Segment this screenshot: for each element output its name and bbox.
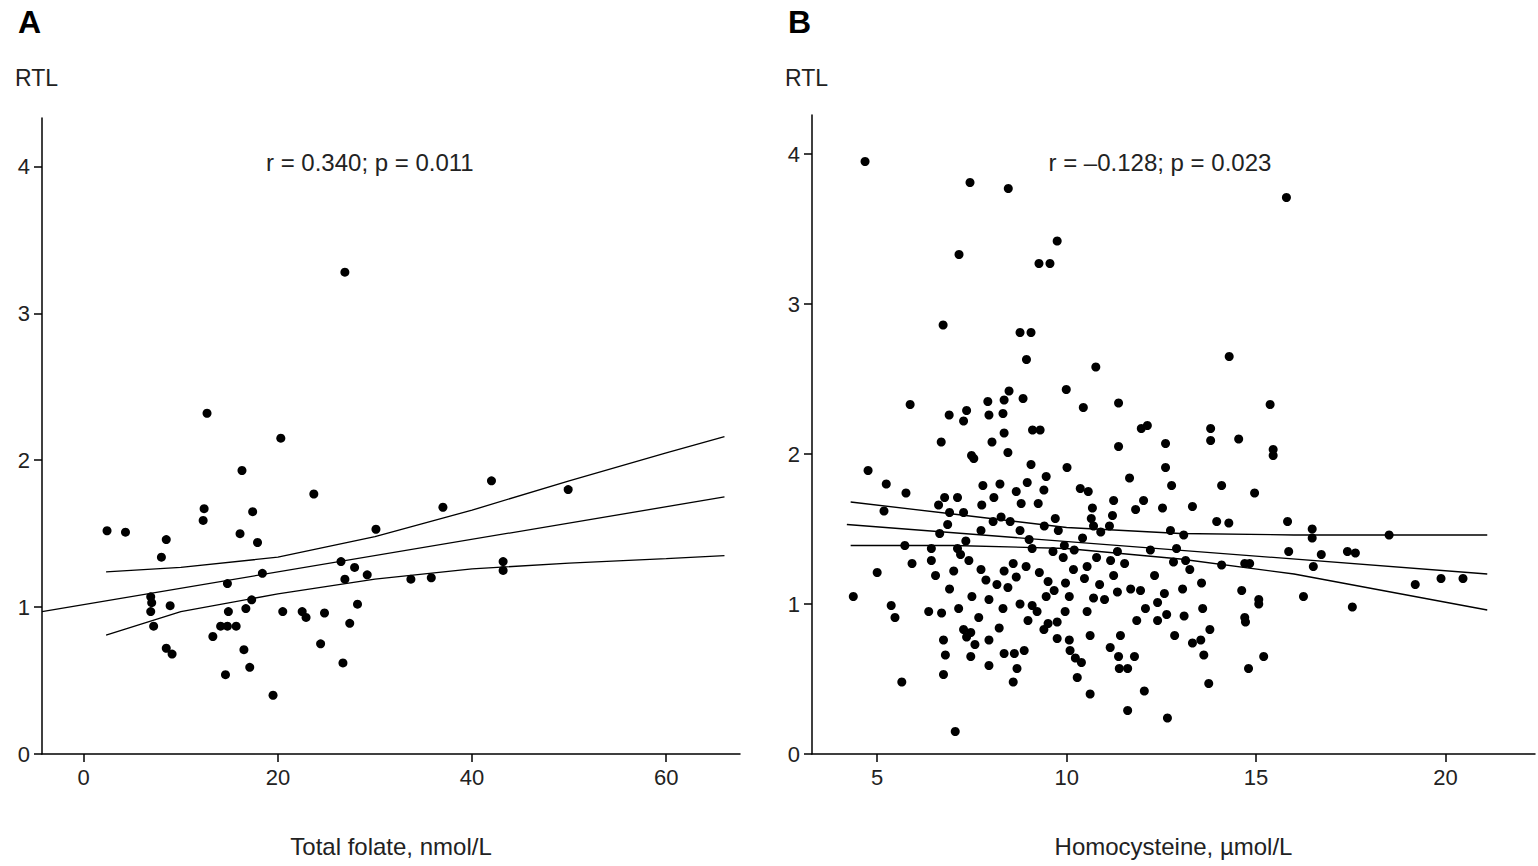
svg-text:RTL: RTL	[785, 65, 828, 91]
svg-text:1: 1	[788, 592, 800, 617]
svg-text:3: 3	[788, 292, 800, 317]
svg-text:0: 0	[18, 742, 30, 767]
svg-text:10: 10	[1054, 765, 1078, 790]
svg-text:B: B	[788, 4, 811, 40]
svg-text:4: 4	[788, 142, 800, 167]
svg-text:Total folate, nmol/L: Total folate, nmol/L	[290, 833, 491, 860]
svg-text:3: 3	[18, 301, 30, 326]
svg-text:15: 15	[1244, 765, 1268, 790]
svg-text:RTL: RTL	[15, 65, 58, 91]
svg-text:0: 0	[78, 765, 90, 790]
svg-text:60: 60	[654, 765, 678, 790]
svg-text:20: 20	[266, 765, 290, 790]
svg-text:r = 0.340; p = 0.011: r = 0.340; p = 0.011	[266, 149, 474, 176]
svg-text:0: 0	[788, 742, 800, 767]
svg-text:2: 2	[18, 448, 30, 473]
svg-text:4: 4	[18, 154, 30, 179]
svg-text:20: 20	[1433, 765, 1457, 790]
svg-text:2: 2	[788, 442, 800, 467]
svg-text:1: 1	[18, 595, 30, 620]
svg-text:5: 5	[871, 765, 883, 790]
svg-text:Homocysteine, µmol/L: Homocysteine, µmol/L	[1055, 833, 1293, 860]
svg-text:40: 40	[460, 765, 484, 790]
svg-text:r = –0.128; p = 0.023: r = –0.128; p = 0.023	[1049, 149, 1272, 176]
svg-text:A: A	[18, 4, 41, 40]
